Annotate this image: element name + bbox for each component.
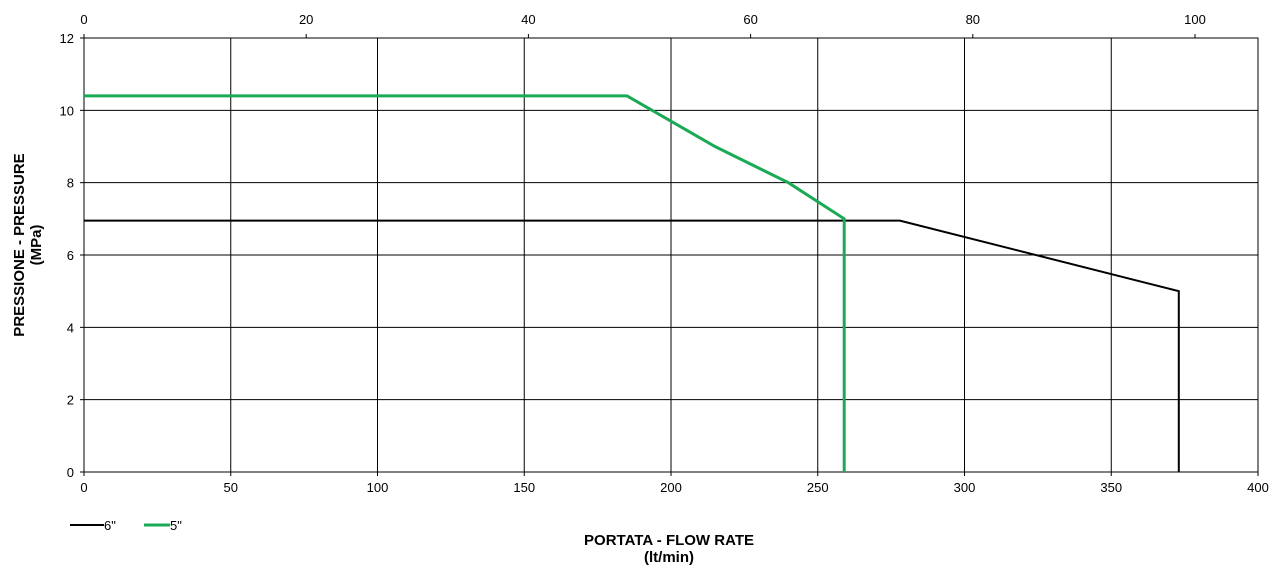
top-tick-label-2: 40 — [521, 12, 535, 27]
y-tick-label-2: 4 — [67, 320, 74, 335]
y-tick-label-1: 2 — [67, 393, 74, 408]
legend: 6" 5" — [70, 518, 182, 533]
top-tick-label-0: 0 — [80, 12, 87, 27]
legend-label-5in: 5" — [170, 518, 182, 533]
y-tick-label-6: 12 — [60, 31, 74, 46]
y-tick-label-3: 6 — [67, 248, 74, 263]
y-axis-title: PRESSIONE - PRESSURE — [11, 153, 28, 336]
x-tick-label-4: 200 — [660, 480, 682, 495]
secondary-x-tick-labels: 0 20 40 60 80 100 — [80, 12, 1206, 38]
x-tick-labels: 0 50 100 150 200 250 300 350 400 — [80, 472, 1269, 495]
top-tick-label-3: 60 — [743, 12, 757, 27]
x-tick-label-2: 100 — [367, 480, 389, 495]
y-tick-label-4: 8 — [67, 176, 74, 191]
x-tick-label-3: 150 — [513, 480, 535, 495]
x-tick-label-6: 300 — [954, 480, 976, 495]
x-tick-label-7: 350 — [1100, 480, 1122, 495]
y-tick-labels: 0 2 4 6 8 10 12 — [60, 31, 84, 480]
top-tick-label-4: 80 — [966, 12, 980, 27]
legend-label-6in: 6" — [104, 518, 116, 533]
x-tick-label-1: 50 — [224, 480, 238, 495]
x-tick-label-8: 400 — [1247, 480, 1269, 495]
y-axis-unit: (MPa) — [28, 225, 45, 266]
x-axis-title: PORTATA - FLOW RATE — [584, 532, 754, 549]
y-tick-label-0: 0 — [67, 465, 74, 480]
series-line-1 — [84, 94, 846, 472]
series-line-0 — [84, 219, 1180, 472]
x-tick-label-0: 0 — [80, 480, 87, 495]
series-lines — [84, 94, 1180, 472]
x-tick-label-5: 250 — [807, 480, 829, 495]
top-tick-label-5: 100 — [1184, 12, 1206, 27]
top-tick-label-1: 20 — [299, 12, 313, 27]
y-tick-label-5: 10 — [60, 103, 74, 118]
x-axis-unit: (lt/min) — [644, 549, 694, 566]
